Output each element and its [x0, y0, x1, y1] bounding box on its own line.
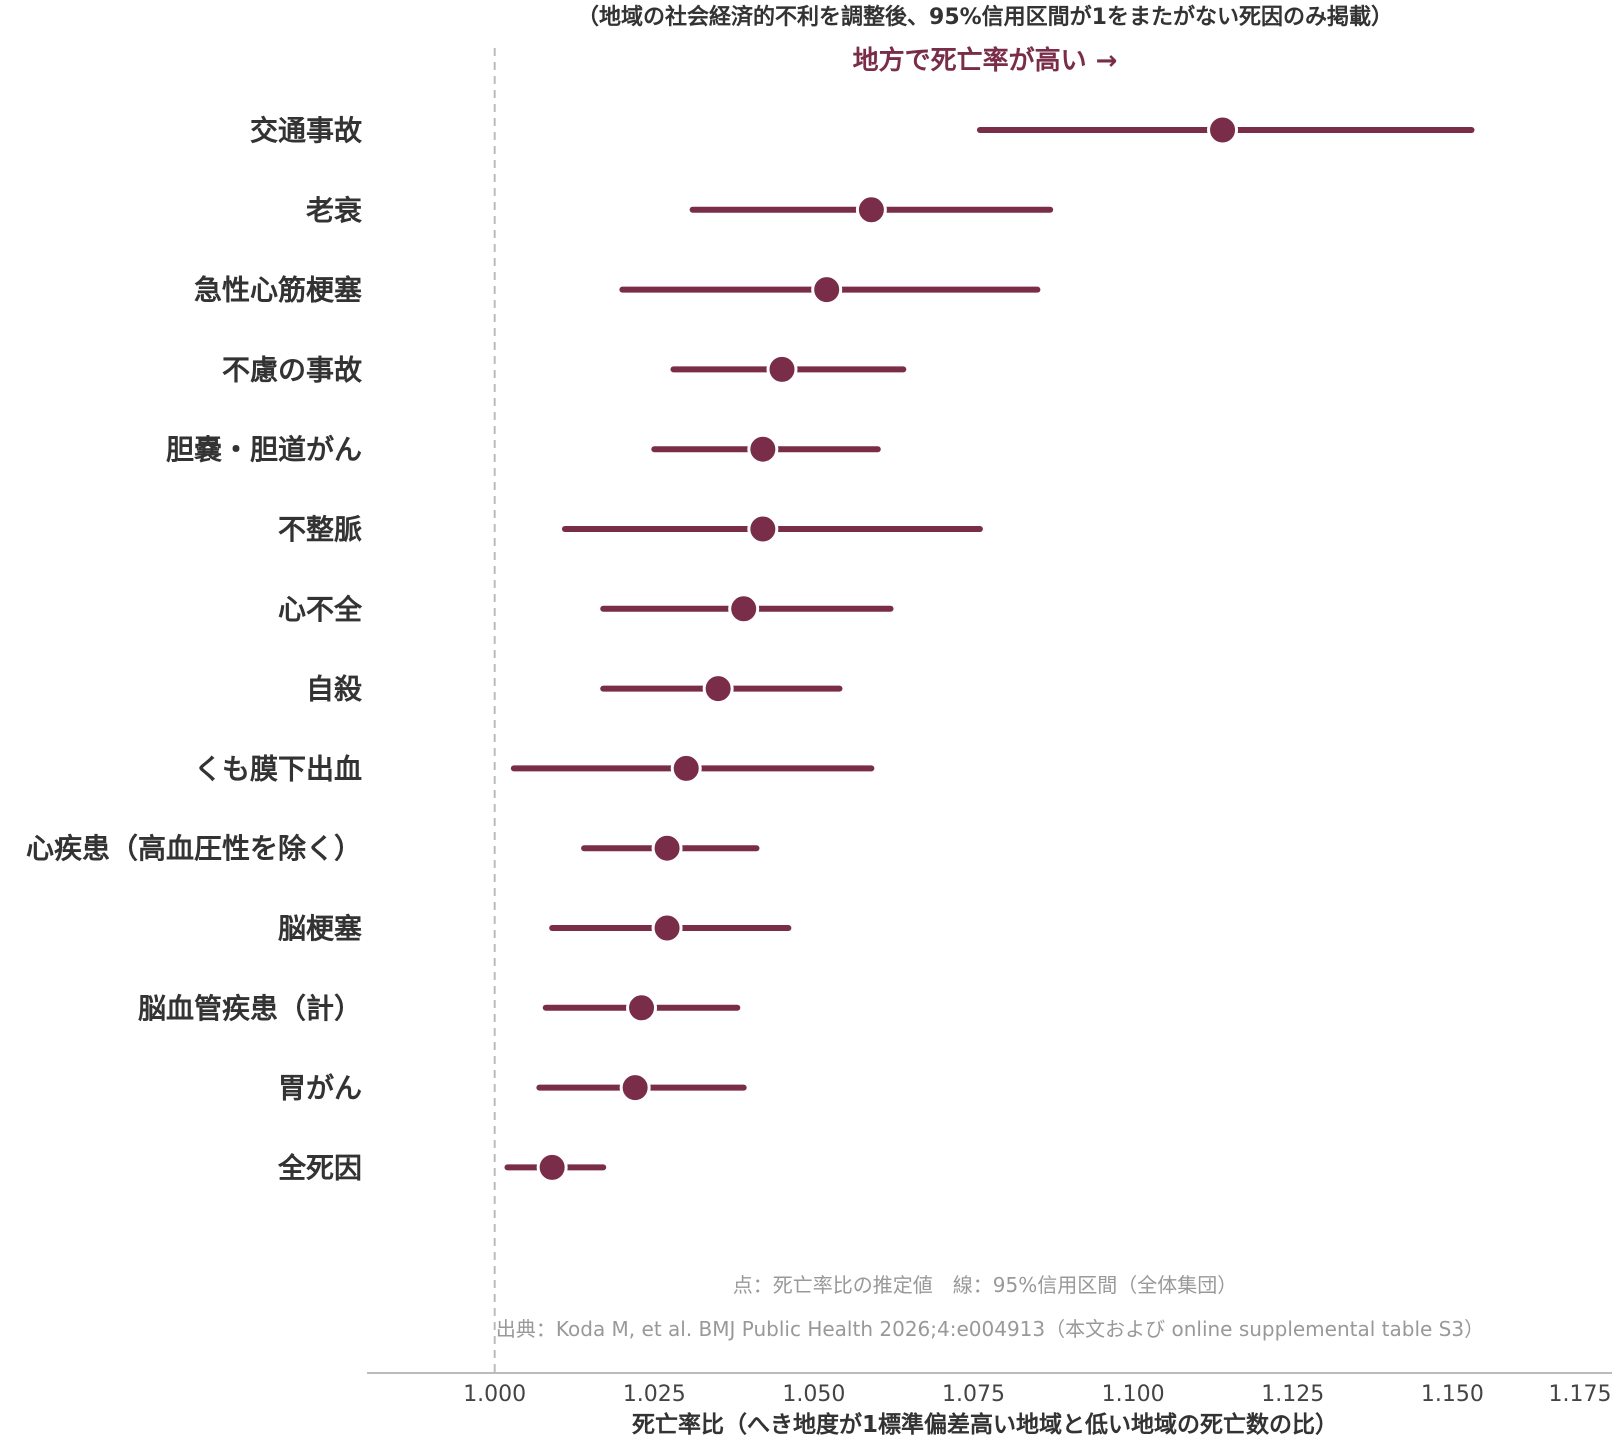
x-axis-ticks: 1.000 1.025 1.050 1.075 1.100 1.125 1.150 1.175 [463, 1382, 1611, 1407]
category-label: 脳梗塞 [278, 912, 362, 945]
category-label: 胆嚢・胆道がん [166, 433, 362, 466]
estimate-point [855, 194, 887, 226]
x-tick-label: 1.075 [942, 1382, 1005, 1407]
category-label: くも膜下出血 [194, 752, 362, 785]
estimate-point [728, 593, 760, 625]
category-label: 老衰 [306, 194, 363, 227]
estimate-point [651, 832, 683, 864]
estimate-point [747, 433, 779, 465]
category-label: 急性心筋梗塞 [194, 274, 362, 307]
estimate-point [747, 513, 779, 545]
x-tick-label: 1.050 [782, 1382, 845, 1407]
data-rows: 交通事故老衰急性心筋梗塞不慮の事故胆嚢・胆道がん不整脈心不全自殺くも膜下出血心疾… [26, 114, 1475, 1184]
category-label: 心不全 [278, 593, 363, 626]
estimate-point [619, 1072, 651, 1104]
x-tick-label: 1.150 [1421, 1382, 1484, 1407]
category-label: 不整脈 [278, 513, 362, 546]
x-tick-label: 1.000 [463, 1382, 526, 1407]
category-label: 脳血管疾患（計） [138, 992, 362, 1025]
estimate-point [702, 673, 734, 705]
category-label: 交通事故 [250, 114, 362, 147]
x-axis-label: 死亡率比（へき地度が1標準偏差高い地域と低い地域の死亡数の比） [632, 1411, 1338, 1438]
x-tick-label: 1.125 [1261, 1382, 1324, 1407]
legend-note: 点：死亡率比の推定値 線：95%信用区間（全体集団） [733, 1273, 1237, 1297]
x-tick-label: 1.100 [1102, 1382, 1165, 1407]
estimate-point [1207, 114, 1239, 146]
estimate-point [766, 353, 798, 385]
category-label: 胃がん [278, 1072, 362, 1105]
estimate-point [651, 912, 683, 944]
category-label: 自殺 [306, 673, 363, 706]
chart-subtitle: （地域の社会経済的不利を調整後、95%信用区間が1をまたがない死因のみ掲載） [577, 4, 1393, 30]
source-note: 出典：Koda M, et al. BMJ Public Health 2026… [496, 1317, 1484, 1341]
estimate-point [811, 274, 843, 306]
direction-label: 地方で死亡率が高い → [853, 45, 1118, 76]
category-label: 心疾患（高血圧性を除く） [26, 832, 362, 865]
estimate-point [536, 1151, 568, 1183]
estimate-point [670, 752, 702, 784]
x-tick-label: 1.175 [1549, 1382, 1612, 1407]
x-tick-label: 1.025 [623, 1382, 686, 1407]
estimate-point [626, 992, 658, 1024]
category-label: 全死因 [277, 1151, 362, 1184]
category-label: 不慮の事故 [222, 353, 362, 386]
